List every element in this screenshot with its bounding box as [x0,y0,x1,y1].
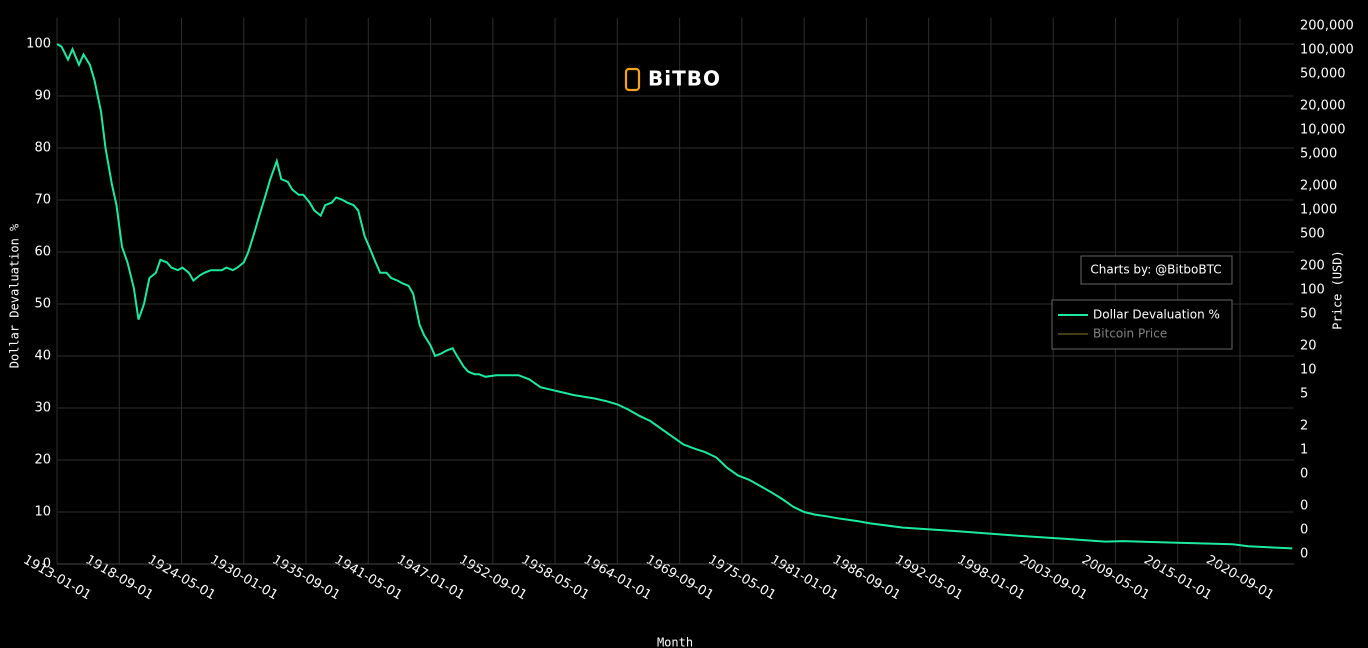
y2-tick-label: 200,000 [1300,18,1354,33]
y-tick-label: 10 [34,505,51,520]
y2-tick-label: 100,000 [1300,42,1354,57]
y-tick-label: 30 [34,401,51,416]
annotation-box [1080,255,1233,285]
y2-tick-label: 1,000 [1300,202,1337,217]
y-tick-label: 90 [34,89,51,104]
logo-icon [624,67,641,92]
legend-label: Dollar Devaluation % [1093,308,1220,322]
y-axis-title: Dollar Devaluation % [8,223,22,368]
y-tick-label: 60 [34,245,51,260]
y2-tick-label: 5,000 [1300,146,1337,161]
x-axis-title: Month [657,636,693,648]
y2-tick-label: 500 [1300,226,1325,241]
y-tick-label: 100 [26,37,51,52]
y2-axis-title: Price (USD) [1331,250,1345,329]
y2-tick-label: 0 [1300,466,1308,481]
logo-text: BiTBO [648,67,721,91]
y-tick-label: 80 [34,141,51,156]
y2-tick-label: 0 [1300,498,1308,513]
y2-tick-label: 0 [1300,547,1308,562]
y2-tick-label: 0 [1300,522,1308,537]
y2-tick-label: 20 [1300,338,1317,353]
legend-item[interactable]: Bitcoin Price [1058,327,1167,341]
logo: BiTBO [624,67,721,92]
legend-box [1051,299,1233,350]
y2-tick-label: 10,000 [1300,122,1346,137]
y2-tick-label: 50,000 [1300,66,1346,81]
y-tick-label: 70 [34,193,51,208]
legend-label: Bitcoin Price [1093,327,1167,341]
y-tick-label: 50 [34,297,51,312]
y2-tick-label: 5 [1300,386,1308,401]
y2-tick-label: 20,000 [1300,98,1346,113]
data-line [56,43,1293,550]
y2-tick-label: 10 [1300,362,1317,377]
y2-tick-label: 50 [1300,306,1317,321]
y2-tick-label: 200 [1300,258,1325,273]
y2-tick-label: 1 [1300,442,1308,457]
y-tick-label: 40 [34,349,51,364]
annotation: Charts by: @BitboBTC [1090,263,1221,277]
legend: Dollar Devaluation % Bitcoin Price [1058,308,1220,341]
y2-tick-label: 2 [1300,418,1308,433]
y2-tick-label: 2,000 [1300,178,1337,193]
legend-item[interactable]: Dollar Devaluation % [1058,308,1220,322]
y-tick-label: 20 [34,453,51,468]
y-tick-label: 0 [43,557,51,572]
y2-tick-label: 100 [1300,282,1325,297]
